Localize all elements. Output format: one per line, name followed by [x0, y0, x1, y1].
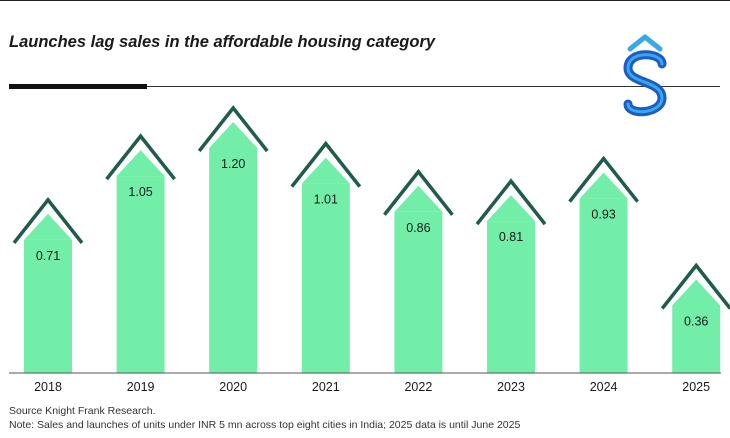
bar-arrowhead-2019: [116, 150, 165, 177]
bar-chevron-2024: [568, 155, 639, 203]
bar-chevron-2023: [475, 178, 547, 226]
x-tick-2025: 2025: [682, 380, 710, 394]
data-label-2024: 0.93: [591, 208, 615, 222]
top-rule: [0, 0, 730, 1]
data-label-2018: 0.71: [36, 249, 60, 263]
bar-2025: [672, 305, 721, 373]
bar-chevron-2019: [105, 133, 176, 181]
bar-arrowhead-2023: [487, 195, 535, 222]
logo-s-inner: [626, 53, 664, 114]
x-tick-2022: 2022: [404, 380, 432, 394]
data-label-2025: 0.36: [684, 315, 708, 329]
bar-2021: [301, 183, 350, 373]
data-label-2022: 0.86: [406, 221, 430, 235]
x-tick-2019: 2019: [127, 380, 155, 394]
title-underline: [147, 86, 720, 87]
bar-2018: [24, 239, 72, 373]
bar-chevron-2020: [197, 105, 269, 153]
bar-arrowhead-2022: [394, 185, 443, 212]
source-text: Source Knight Frank Research.: [9, 405, 156, 417]
bar-chevron-2022: [383, 168, 454, 216]
s-logo-icon: [623, 34, 667, 117]
data-label-2020: 1.20: [221, 157, 245, 171]
note-text: Note: Sales and launches of units under …: [9, 419, 521, 431]
bar-arrowhead-2020: [209, 122, 258, 148]
bar-arrowhead-2021: [301, 157, 350, 184]
x-tick-2023: 2023: [497, 380, 525, 394]
data-label-2021: 1.01: [314, 193, 338, 207]
bar-2023: [487, 221, 535, 373]
bar-2020: [209, 148, 258, 373]
bar-arrowhead-2024: [579, 172, 628, 199]
bar-chevron-2021: [290, 140, 362, 188]
bar-arrowhead-2025: [672, 279, 721, 306]
bar-2019: [116, 176, 165, 373]
bar-arrowhead-2018: [24, 213, 72, 240]
chart-title: Launches lag sales in the affordable hou…: [9, 33, 436, 51]
bar-2022: [394, 211, 443, 373]
bar-2024: [579, 198, 628, 373]
data-label-2023: 0.81: [499, 230, 523, 244]
x-tick-2020: 2020: [219, 380, 247, 394]
bar-chevron-2018: [12, 197, 84, 244]
source-note: Source Knight Frank Research. Note: Sale…: [9, 404, 520, 432]
title-underline-accent: [9, 84, 147, 89]
x-tick-2021: 2021: [312, 380, 340, 394]
logo-chevron: [627, 34, 663, 52]
x-tick-2018: 2018: [34, 380, 62, 394]
x-tick-2024: 2024: [590, 380, 618, 394]
data-label-2019: 1.05: [128, 185, 152, 199]
bar-chevron-2025: [660, 262, 730, 310]
